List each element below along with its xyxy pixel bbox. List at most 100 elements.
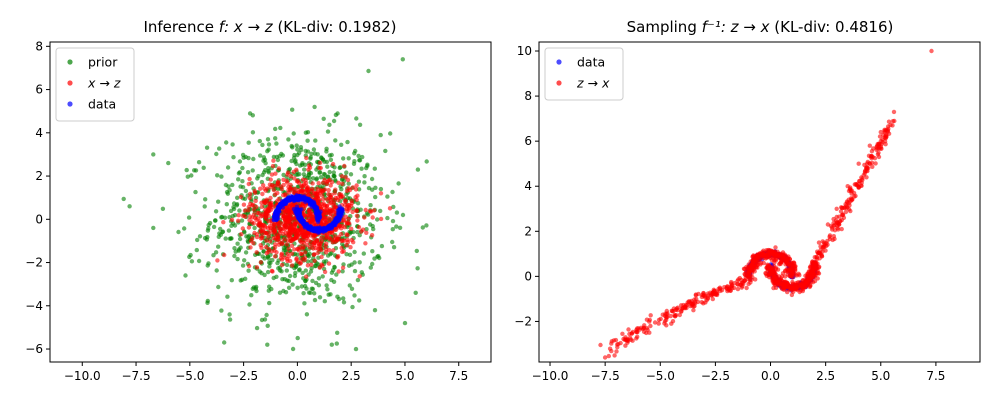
scatter-point-xz (259, 245, 264, 250)
scatter-point-prior (295, 152, 300, 158)
scatter-point-prior (223, 236, 228, 241)
scatter-point-xz (276, 196, 281, 202)
scatter-point-xz (347, 221, 352, 226)
scatter-point-xz (323, 250, 329, 255)
scatter-point-prior (286, 285, 292, 290)
scatter-point-prior (400, 212, 406, 218)
scatter-point-prior (356, 187, 362, 192)
scatter-point-zx (867, 143, 872, 148)
scatter-point-prior (321, 116, 326, 122)
scatter-point-zx (647, 317, 652, 323)
scatter-point-zx (789, 292, 795, 298)
scatter-point-xz (251, 207, 257, 212)
scatter-point-xz (326, 261, 332, 266)
scatter-point-xz (302, 213, 307, 218)
scatter-point-prior (264, 312, 269, 318)
scatter-point-xz (285, 219, 290, 224)
scatter-point-xz (272, 245, 278, 250)
x-tick-label: 2.5 (342, 369, 361, 383)
scatter-point-xz (263, 225, 268, 230)
scatter-point-prior (182, 226, 187, 231)
scatter-point-prior (346, 156, 351, 161)
scatter-point-zx (816, 240, 822, 245)
scatter-point-prior (344, 252, 349, 257)
scatter-point-xz (253, 190, 258, 195)
scatter-point-xz (345, 239, 351, 245)
scatter-point-xz (315, 186, 320, 192)
scatter-point-prior (205, 300, 210, 305)
scatter-point-xz (269, 172, 275, 177)
scatter-point-prior (266, 168, 271, 174)
scatter-point-zx (837, 222, 842, 227)
scatter-point-xz (348, 203, 354, 208)
scatter-point-prior (185, 174, 190, 179)
scatter-point-prior (391, 245, 397, 250)
scatter-point-prior (322, 299, 327, 304)
scatter-point-prior (328, 292, 333, 297)
scatter-point-xz (259, 204, 265, 209)
scatter-point-zx (688, 300, 694, 305)
scatter-point-zx (636, 326, 641, 331)
scatter-point-xz (333, 236, 338, 242)
scatter-point-xz (271, 205, 276, 210)
scatter-point-xz (276, 233, 281, 238)
scatter-point-prior (309, 266, 314, 271)
scatter-point-xz (271, 187, 277, 193)
scatter-point-prior (245, 170, 251, 175)
scatter-point-xz (291, 169, 296, 174)
scatter-point-prior (290, 282, 295, 287)
scatter-point-prior (257, 138, 262, 144)
scatter-point-xz (312, 258, 317, 263)
scatter-point-xz (229, 217, 235, 223)
scatter-point-prior (322, 159, 327, 164)
scatter-point-zx (648, 323, 653, 329)
scatter-point-xz (268, 195, 273, 201)
scatter-point-xz (286, 190, 292, 195)
scatter-point-prior (370, 249, 375, 254)
scatter-point-prior (227, 312, 232, 317)
scatter-point-prior (281, 248, 287, 253)
scatter-point-prior (217, 146, 222, 151)
scatter-point-prior (243, 250, 249, 255)
scatter-point-xz (305, 263, 311, 268)
scatter-point-prior (302, 301, 307, 306)
scatter-point-prior (285, 278, 290, 283)
scatter-point-prior (202, 235, 208, 241)
scatter-point-xz (326, 208, 331, 213)
scatter-point-prior (359, 166, 364, 171)
scatter-point-xz (272, 254, 278, 259)
scatter-point-prior (219, 308, 224, 313)
scatter-point-prior (325, 287, 330, 292)
scatter-point-prior (368, 265, 373, 270)
scatter-point-zx (839, 205, 845, 211)
scatter-point-xz (329, 192, 334, 198)
scatter-point-xz (279, 262, 285, 268)
scatter-point-zx (846, 197, 851, 202)
scatter-point-xz (301, 244, 306, 250)
scatter-point-prior (293, 270, 298, 276)
scatter-point-prior (252, 225, 257, 231)
scatter-point-zx (710, 296, 715, 302)
scatter-point-prior (311, 176, 316, 181)
scatter-point-zx (725, 284, 730, 289)
scatter-point-zx (735, 278, 740, 284)
scatter-point-zx (652, 320, 658, 325)
scatter-point-xz (261, 183, 266, 188)
scatter-point-prior (277, 268, 283, 273)
scatter-point-prior (321, 259, 327, 264)
y-tick-label: 10 (517, 44, 532, 58)
scatter-point-prior (354, 116, 359, 121)
scatter-point-xz (284, 215, 289, 220)
scatter-point-prior (127, 204, 132, 209)
scatter-point-prior (325, 174, 331, 179)
scatter-point-zx (788, 269, 794, 274)
scatter-point-xz (320, 263, 325, 268)
scatter-point-prior (227, 317, 233, 322)
scatter-point-xz (279, 251, 284, 256)
scatter-point-xz (319, 254, 324, 260)
scatter-point-prior (289, 158, 294, 164)
scatter-point-xz (246, 263, 252, 269)
scatter-point-xz (285, 233, 290, 238)
scatter-point-prior (305, 149, 311, 154)
scatter-point-xz (291, 229, 297, 234)
